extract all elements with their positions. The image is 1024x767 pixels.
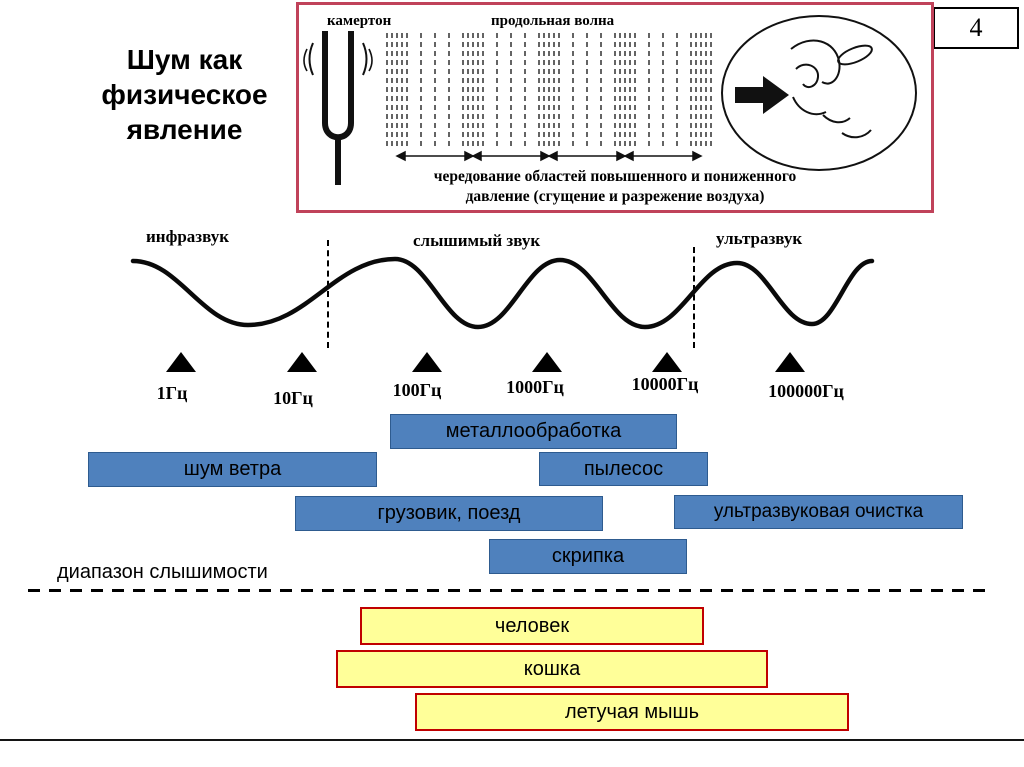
slide-number: 4 <box>969 13 983 42</box>
frequency-tick: 1000Гц <box>506 377 564 397</box>
region-label-ultrasound: ультразвук <box>716 229 803 248</box>
slide-number-box: 4 <box>933 7 1019 49</box>
figure-caption-line1: чередование областей повышенного и пониж… <box>433 168 797 185</box>
tuning-fork-icon <box>303 31 373 185</box>
noise-bar-label: скрипка <box>551 545 625 567</box>
noise-bar-label: шум ветра <box>183 458 282 480</box>
noise-bar-metalworking: металлообработка <box>390 414 677 449</box>
figure-caption: чередование областей повышенного и пониж… <box>305 167 925 207</box>
arrow-right-icon <box>735 76 789 114</box>
noise-bar-violin: скрипка <box>489 539 687 574</box>
tick-marker-icon <box>166 352 196 372</box>
tick-marker-icon <box>287 352 317 372</box>
longitudinal-wave-label: продольная волна <box>491 13 615 29</box>
region-divider-left <box>327 240 329 348</box>
noise-bar-vacuum: пылесос <box>539 452 708 486</box>
ear-icon <box>721 15 917 171</box>
tick-marker-icon <box>775 352 805 372</box>
frequency-tick: 10Гц <box>273 388 313 408</box>
hearing-bar-cat: кошка <box>336 650 768 688</box>
figure-panel: камертон продольная волна чередование об… <box>296 2 934 213</box>
figure-caption-line2: давление (сгущение и разрежение воздуха) <box>465 187 765 205</box>
noise-bar-label: грузовик, поезд <box>377 502 521 524</box>
noise-bar-label: металлообработка <box>445 420 622 442</box>
hearing-bar-label: летучая мышь <box>564 700 700 723</box>
hearing-range-divider <box>28 589 990 592</box>
tick-marker-icon <box>532 352 562 372</box>
noise-bar-truck-train: грузовик, поезд <box>295 496 603 531</box>
frequency-tick: 100Гц <box>392 380 442 400</box>
page-title: Шум как физическое явление <box>101 44 268 145</box>
frequency-tick: 100000Гц <box>768 381 844 401</box>
hearing-range-label: диапазон слышимости <box>57 561 268 583</box>
noise-bar-label: пылесос <box>583 457 664 480</box>
region-label-infrasound: инфразвук <box>146 227 230 246</box>
hearing-bar-label: кошка <box>523 657 581 680</box>
tuning-fork-label: камертон <box>327 13 392 29</box>
spacing-arrows-icon <box>395 150 703 162</box>
frequency-wave <box>130 256 875 330</box>
hearing-bar-bat: летучая мышь <box>415 693 849 731</box>
hearing-bar-human: человек <box>360 607 704 645</box>
noise-bar-wind: шум ветра <box>88 452 377 487</box>
noise-bar-label: ультразвуковая очистка <box>713 501 924 522</box>
compression-waves-icon <box>386 33 712 147</box>
bottom-rule <box>0 739 1024 741</box>
frequency-tick: 1Гц <box>156 383 188 403</box>
region-divider-right <box>693 247 695 348</box>
frequency-tick: 10000Гц <box>631 374 699 394</box>
hearing-bar-label: человек <box>494 614 570 637</box>
figure-drawing <box>303 15 917 185</box>
tick-marker-icon <box>412 352 442 372</box>
tick-marker-icon <box>652 352 682 372</box>
noise-bar-ultrasonic-cleaning: ультразвуковая очистка <box>674 495 963 529</box>
region-label-audible: слышимый звук <box>413 231 541 250</box>
